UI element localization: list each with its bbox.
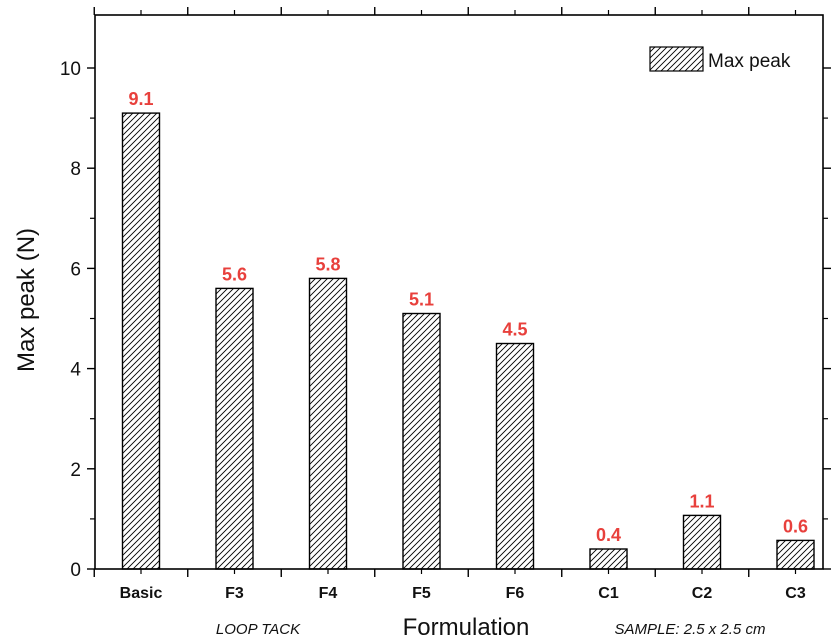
x-axis-title: Formulation	[403, 614, 530, 641]
data-label-basic: 9.1	[128, 89, 153, 109]
bar-f5	[402, 312, 441, 570]
bar-f6	[495, 342, 535, 570]
x-axis-ticks: Basic F3 F4 F5 F6 C1 C2 C3	[93, 7, 806, 602]
y-tick-label-8: 8	[70, 159, 81, 180]
legend: Max peak	[649, 46, 791, 72]
y-axis-ticks: 0 2 4 6 8 10	[60, 59, 831, 581]
x-tick-label-f4: F4	[319, 585, 338, 602]
data-label-f3: 5.6	[222, 264, 247, 284]
data-label-c2: 1.1	[689, 491, 714, 511]
x-tick-label-f6: F6	[506, 585, 525, 602]
data-label-f5: 5.1	[409, 290, 434, 310]
y-axis-title: Max peak (N)	[13, 228, 40, 372]
x-tick-label-basic: Basic	[120, 585, 163, 602]
data-label-c3: 0.6	[783, 516, 808, 536]
y-tick-label-6: 6	[70, 259, 81, 280]
bar-c2	[682, 514, 722, 570]
plot-frame	[94, 14, 824, 570]
y-tick-label-0: 0	[70, 560, 81, 581]
y-tick-label-4: 4	[70, 360, 81, 381]
x-tick-label-f5: F5	[412, 585, 431, 602]
loop-tack-note: LOOP TACK	[216, 621, 301, 638]
data-label-f6: 4.5	[502, 320, 527, 340]
data-label-c1: 0.4	[596, 525, 621, 545]
data-label-f4: 5.8	[315, 254, 340, 274]
data-labels-group: 9.1 5.6 5.8 5.1 4.5 0.4 1.1 0.6	[128, 89, 808, 545]
bar-c1	[589, 548, 628, 570]
bar-basic	[121, 112, 161, 570]
x-tick-label-c3: C3	[785, 585, 806, 602]
y-tick-label-10: 10	[60, 59, 81, 80]
bar-f3	[215, 287, 254, 570]
bar-c3	[776, 539, 815, 570]
sample-size-note: SAMPLE: 2.5 x 2.5 cm	[615, 621, 766, 638]
x-tick-label-c1: C1	[598, 585, 619, 602]
x-tick-label-c2: C2	[692, 585, 713, 602]
bars-group	[121, 112, 815, 570]
legend-swatch	[649, 46, 704, 72]
legend-label: Max peak	[708, 51, 791, 72]
y-tick-label-2: 2	[70, 460, 81, 481]
bar-f4	[308, 277, 348, 570]
x-tick-label-f3: F3	[225, 585, 244, 602]
